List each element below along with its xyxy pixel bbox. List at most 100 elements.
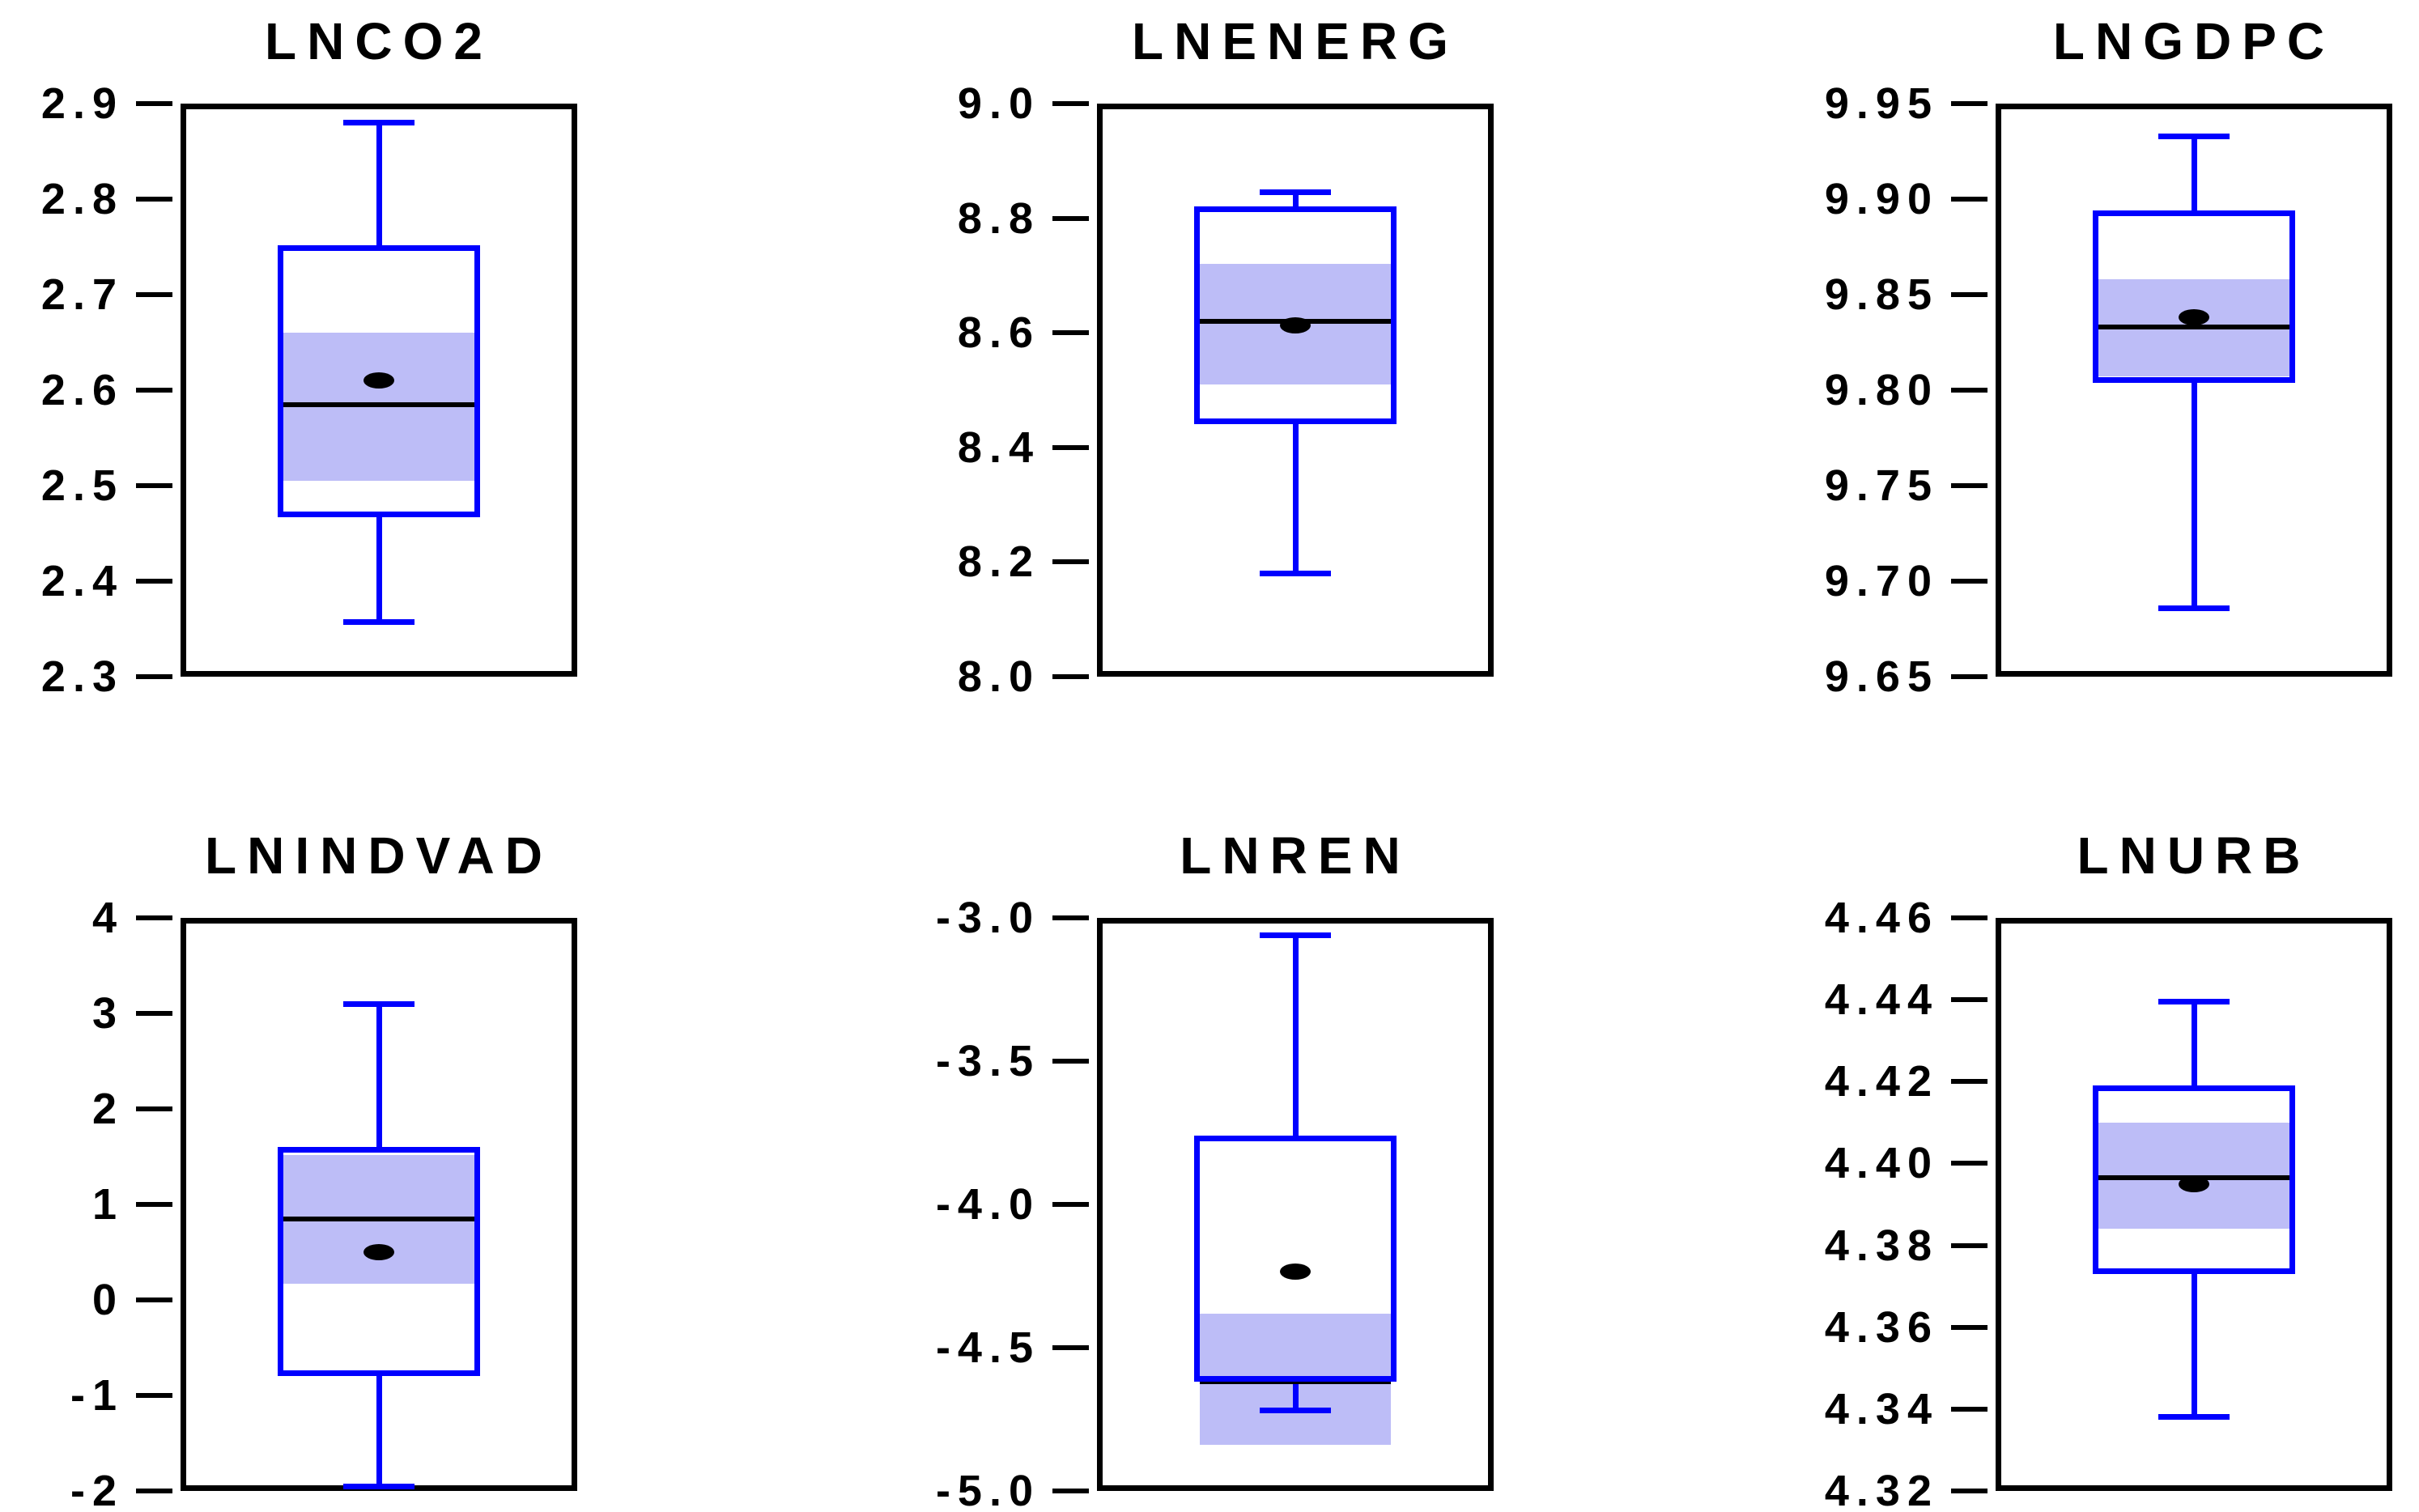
axis-tick-label: 4 [91,894,124,942]
axis-tick-label: 8.8 [957,193,1040,243]
axis-tick-label: 3 [91,989,124,1038]
upper-whisker-line [376,122,382,245]
lower-whisker-cap [2158,1414,2230,1421]
axis-tick-label: 4.34 [1824,1384,1939,1433]
axis-tick-mark [1951,101,1987,106]
subplot-title: LNCO2 [265,12,493,70]
axis-tick-mark [1951,292,1987,297]
axis-tick-mark [1052,101,1089,106]
median-line [283,1216,474,1221]
axis-tick-mark [1052,215,1089,221]
axis-tick-mark [136,1011,172,1016]
lower-whisker-line [2191,382,2197,609]
axis-tick-label: 4.36 [1824,1302,1939,1352]
axis-tick-mark [1951,483,1987,488]
lower-whisker-line [376,1376,382,1487]
axis-tick-mark [1951,1079,1987,1085]
axis-tick-mark [1951,1324,1987,1330]
interquartile-box [2093,210,2295,383]
lower-whisker-line [1292,1382,1299,1411]
axis-tick-label: 9.80 [1824,366,1939,414]
plot-frame [1097,104,1494,677]
axis-tick-mark [1951,1406,1987,1412]
subplot-title: LNENERG [1132,12,1459,70]
axis-tick-label: 4.32 [1824,1467,1939,1512]
lower-whisker-line [2191,1273,2197,1417]
axis-tick-mark [136,1489,172,1493]
axis-tick-mark [1052,674,1089,679]
interquartile-box [1194,1136,1397,1382]
axis-tick-label: 9.75 [1824,461,1939,510]
axis-tick-mark [1951,579,1987,584]
lower-whisker-cap [1260,1408,1331,1414]
lower-whisker-line [376,516,382,622]
mean-marker [363,1244,394,1260]
median-line [1200,1379,1391,1385]
lower-whisker-cap [1260,571,1331,577]
lower-whisker-cap [343,619,415,626]
axis-tick-mark [1052,330,1089,336]
axis-tick-label: 9.0 [957,79,1040,128]
median-line [283,401,474,407]
axis-tick-mark [136,292,172,297]
axis-tick-mark [136,388,172,393]
axis-tick-mark [1951,1489,1987,1493]
upper-whisker-cap [2158,133,2230,139]
axis-tick-mark [1951,674,1987,679]
subplot-title: LNREN [1180,826,1411,885]
axis-tick-label: 8.6 [957,308,1040,358]
axis-tick-mark [1951,1161,1987,1166]
axis-tick-label: 1 [91,1180,124,1229]
axis-tick-mark [1052,1345,1089,1350]
axis-tick-label: -3.5 [935,1037,1040,1085]
upper-whisker-line [1292,192,1299,207]
median-line [2098,325,2289,330]
axis-tick-label: 8.2 [957,537,1040,587]
axis-tick-label: -4.5 [935,1323,1040,1372]
axis-tick-label: 2 [91,1085,124,1133]
axis-tick-mark [136,1393,172,1398]
interquartile-box [1194,206,1397,425]
upper-whisker-cap [343,120,415,126]
axis-tick-label: 9.90 [1824,175,1939,223]
axis-tick-mark [1951,997,1987,1003]
axis-tick-mark [1951,197,1987,202]
mean-marker [2179,309,2209,326]
axis-tick-label: 2.6 [40,366,124,414]
axis-tick-mark [1951,915,1987,920]
axis-tick-label: 9.65 [1824,652,1939,701]
upper-whisker-cap [2158,999,2230,1005]
axis-tick-mark [136,197,172,202]
subplot-title: LNGDPC [2052,12,2336,70]
axis-tick-label: 2.7 [40,270,124,319]
upper-whisker-line [2191,1001,2197,1086]
subplot-title: LNINDVAD [205,826,553,885]
axis-tick-mark [1052,1489,1089,1493]
axis-tick-mark [136,1106,172,1111]
upper-whisker-cap [343,1000,415,1007]
axis-tick-mark [136,483,172,488]
axis-tick-label: 8.0 [957,652,1040,701]
axis-tick-label: 0 [91,1276,124,1324]
axis-tick-mark [1052,1202,1089,1207]
axis-tick-label: -5.0 [935,1467,1040,1512]
axis-tick-label: 2.9 [40,79,124,128]
axis-tick-mark [1052,559,1089,565]
axis-tick-label: 2.5 [40,461,124,510]
axis-tick-mark [136,101,172,106]
axis-tick-label: -1 [70,1371,124,1420]
interquartile-box [278,1147,480,1377]
axis-tick-label: 2.3 [40,652,124,701]
axis-tick-mark [136,1202,172,1207]
mean-marker [363,372,394,389]
interquartile-box [278,244,480,517]
axis-tick-label: -3.0 [935,894,1040,942]
upper-whisker-cap [1260,189,1331,196]
axis-tick-label: 2.8 [40,175,124,223]
axis-tick-label: 4.38 [1824,1221,1939,1270]
axis-tick-label: -2 [70,1467,124,1512]
axis-tick-label: 4.44 [1824,975,1939,1025]
axis-tick-label: 2.4 [40,557,124,605]
axis-tick-mark [136,674,172,679]
upper-whisker-cap [1260,932,1331,938]
